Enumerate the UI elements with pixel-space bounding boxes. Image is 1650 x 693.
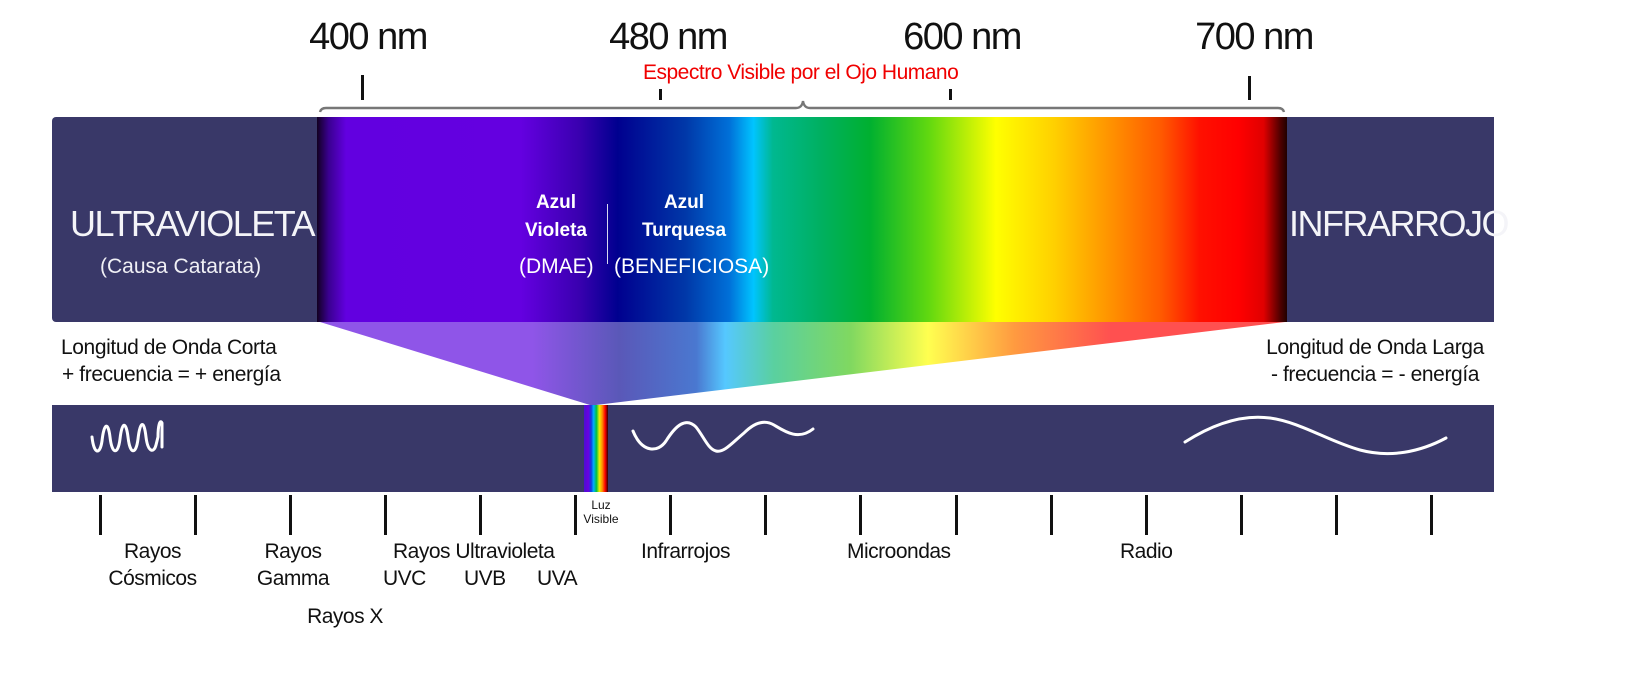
band-tick-10 bbox=[955, 495, 958, 535]
band-gamma-line2: Gamma bbox=[256, 567, 330, 590]
band-tick-14 bbox=[1335, 495, 1338, 535]
long-wave-description: Longitud de Onda Larga - frecuencia = - … bbox=[1260, 334, 1490, 388]
long-wave-line1: Longitud de Onda Larga bbox=[1266, 336, 1484, 359]
wavelength-label-400: 400 nm bbox=[309, 16, 428, 58]
blue-turquoise-line2: Turquesa bbox=[641, 220, 727, 241]
band-cosmic-rays: Rayos Cósmicos bbox=[95, 538, 210, 592]
tick-600nm bbox=[949, 89, 952, 100]
band-tick-15 bbox=[1430, 495, 1433, 535]
band-cosmic-line1: Rayos bbox=[123, 540, 182, 563]
band-ultraviolet-rays: Rayos Ultravioleta bbox=[393, 540, 555, 563]
band-tick-3 bbox=[289, 495, 292, 535]
electromagnetic-spectrum-bar bbox=[52, 405, 1494, 492]
band-gamma-rays: Rayos Gamma bbox=[238, 538, 348, 592]
blue-violet-line2: Violeta bbox=[525, 220, 587, 241]
short-wave-icon bbox=[90, 420, 164, 453]
band-cosmic-line2: Cósmicos bbox=[108, 567, 197, 590]
blue-turquoise-note: (BENEFICIOSA) bbox=[614, 255, 770, 278]
band-x-rays: Rayos X bbox=[307, 605, 383, 628]
tick-700nm bbox=[1248, 76, 1251, 100]
wavelength-label-480: 480 nm bbox=[609, 16, 728, 58]
band-tick-2 bbox=[194, 495, 197, 535]
visible-spectrum-title: Espectro Visible por el Ojo Humano bbox=[643, 61, 959, 84]
band-tick-9 bbox=[859, 495, 862, 535]
ultraviolet-panel bbox=[52, 117, 318, 322]
band-gamma-line1: Rayos bbox=[264, 540, 322, 563]
band-tick-5 bbox=[479, 495, 482, 535]
ultraviolet-subtitle: (Causa Catarata) bbox=[100, 255, 262, 278]
band-tick-13 bbox=[1240, 495, 1243, 535]
tick-480nm bbox=[659, 89, 662, 100]
blue-turquoise-label: Azul Turquesa bbox=[636, 189, 732, 245]
band-uva: UVA bbox=[537, 567, 578, 590]
tick-400nm bbox=[361, 75, 364, 100]
wavelength-label-600: 600 nm bbox=[903, 16, 1022, 58]
band-tick-11 bbox=[1050, 495, 1053, 535]
visible-spectrum-bar bbox=[317, 117, 1287, 322]
blue-light-divider bbox=[607, 204, 608, 264]
visible-light-label: Luz Visible bbox=[580, 498, 622, 526]
ultraviolet-title: ULTRAVIOLETA bbox=[70, 203, 316, 244]
visible-light-line2: Visible bbox=[583, 512, 619, 526]
band-uvc: UVC bbox=[383, 567, 426, 590]
band-tick-6 bbox=[574, 495, 577, 535]
band-tick-7 bbox=[669, 495, 672, 535]
wavelength-label-700: 700 nm bbox=[1195, 16, 1314, 58]
long-wave-icon bbox=[1183, 415, 1448, 456]
blue-turquoise-line1: Azul bbox=[663, 192, 705, 213]
visible-range-brace-icon bbox=[318, 100, 1286, 113]
blue-violet-label: Azul Violeta bbox=[520, 189, 592, 245]
medium-wave-icon bbox=[631, 420, 815, 453]
blue-violet-note: (DMAE) bbox=[519, 255, 594, 278]
visible-light-strip bbox=[584, 405, 608, 492]
short-wave-line2: + frecuencia = + energía bbox=[62, 363, 281, 386]
visible-light-line1: Luz bbox=[591, 498, 611, 512]
band-infrared: Infrarrojos bbox=[641, 540, 731, 563]
band-radio: Radio bbox=[1120, 540, 1173, 563]
infrared-title: INFRARROJO bbox=[1289, 203, 1510, 244]
band-tick-4 bbox=[384, 495, 387, 535]
band-microwaves: Microondas bbox=[847, 540, 951, 563]
band-tick-8 bbox=[764, 495, 767, 535]
long-wave-line2: - frecuencia = - energía bbox=[1270, 363, 1480, 386]
infrared-panel bbox=[1287, 117, 1494, 322]
band-uvb: UVB bbox=[464, 567, 506, 590]
band-tick-1 bbox=[99, 495, 102, 535]
short-wave-line1: Longitud de Onda Corta bbox=[61, 336, 277, 359]
blue-violet-line1: Azul bbox=[535, 192, 577, 213]
short-wave-description: Longitud de Onda Corta + frecuencia = + … bbox=[61, 334, 281, 388]
band-tick-12 bbox=[1145, 495, 1148, 535]
